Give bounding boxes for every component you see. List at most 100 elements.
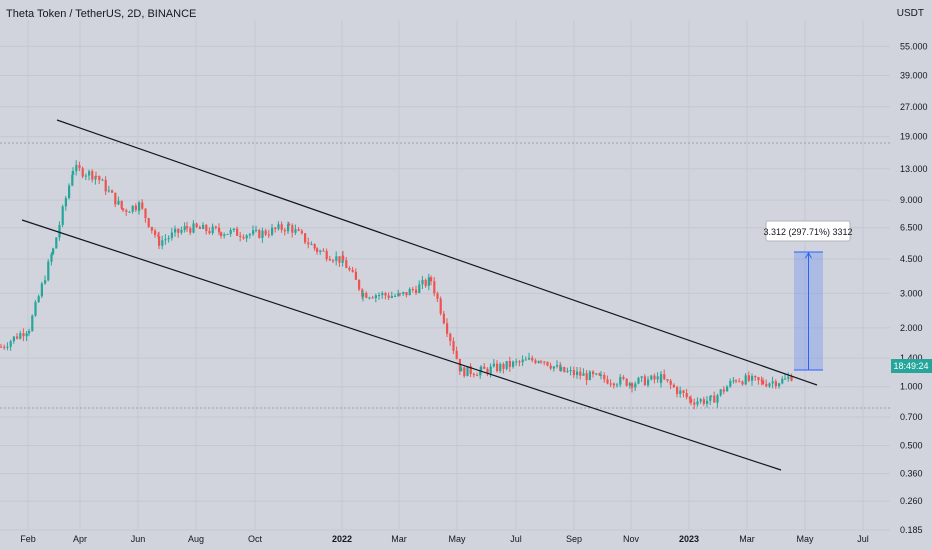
candle-body	[31, 315, 34, 331]
candle-body	[98, 176, 101, 181]
candle-body	[656, 376, 659, 380]
candle-body	[362, 293, 365, 297]
x-tick-label: Oct	[248, 534, 263, 544]
candle-body	[218, 227, 221, 233]
candle-body	[236, 228, 239, 236]
candle-body	[531, 357, 534, 361]
candle-body	[469, 366, 472, 374]
candle-body	[472, 373, 475, 376]
y-tick-label: 1.000	[900, 382, 923, 392]
candle-body	[505, 361, 508, 369]
candle-body	[622, 376, 625, 379]
candle-body	[183, 226, 186, 230]
candle-body	[672, 384, 675, 388]
candle-body	[709, 396, 712, 401]
candle-body	[463, 367, 466, 377]
candle-body	[223, 234, 226, 236]
candle-body	[508, 361, 511, 367]
candle-body	[258, 229, 261, 238]
candle-body	[405, 291, 408, 296]
candle-body	[408, 289, 411, 296]
candle-body	[460, 367, 463, 372]
candle-body	[582, 373, 585, 376]
x-tick-label: Jul	[857, 534, 869, 544]
candle-body	[738, 381, 741, 383]
chart-title: Theta Token / TetherUS, 2D, BINANCE	[6, 8, 197, 20]
candle-body	[741, 381, 744, 385]
candle-body	[245, 235, 248, 239]
candle-body	[784, 378, 787, 380]
candle-body	[436, 293, 439, 299]
candle-body	[384, 293, 387, 296]
candle-body	[699, 399, 702, 402]
y-tick-label: 0.260	[900, 496, 923, 506]
candle-body	[399, 293, 402, 295]
candle-body	[515, 361, 518, 363]
candle-body	[569, 370, 572, 372]
candle-body	[732, 380, 735, 382]
candle-body	[361, 289, 364, 297]
y-tick-label: 9.000	[900, 195, 923, 205]
candle-body	[528, 357, 531, 360]
candle-body	[111, 190, 114, 193]
candle-body	[647, 379, 650, 386]
candle-body	[476, 375, 479, 377]
candle-body	[164, 239, 167, 241]
candle-body	[189, 228, 192, 233]
candle-body	[702, 399, 705, 404]
candle-body	[71, 174, 74, 186]
channel-lower-line[interactable]	[21, 219, 782, 471]
candle-body	[616, 384, 619, 386]
candle-body	[609, 383, 612, 385]
candle-body	[787, 376, 790, 379]
candle-body	[479, 370, 482, 376]
channel-upper-line[interactable]	[56, 119, 818, 386]
candle-body	[371, 297, 374, 299]
candle-body	[351, 269, 354, 272]
candle-body	[335, 256, 338, 261]
candle-body	[134, 205, 137, 210]
candle-body	[637, 377, 640, 384]
candle-body	[37, 296, 40, 303]
candle-body	[619, 376, 622, 385]
candle-body	[390, 296, 393, 298]
candle-body	[131, 205, 134, 212]
candle-body	[424, 279, 427, 286]
candle-body	[271, 227, 274, 235]
candle-body	[141, 202, 144, 209]
candle-body	[778, 383, 781, 387]
candle-body	[226, 233, 229, 235]
candle-body	[255, 229, 258, 231]
candle-body	[294, 229, 297, 233]
candle-body	[220, 232, 223, 236]
candle-body	[95, 176, 98, 178]
candle-body	[716, 395, 719, 403]
candle-body	[427, 277, 430, 286]
candle-body	[157, 235, 160, 237]
candle-body	[585, 373, 588, 381]
candle-body	[688, 397, 691, 399]
measure-label-box	[765, 220, 851, 242]
candle-body	[91, 171, 94, 180]
x-tick-label: May	[796, 534, 814, 544]
candle-body	[101, 179, 104, 181]
candle-body	[486, 368, 489, 374]
candle-body	[274, 227, 277, 229]
candle-body	[765, 384, 768, 387]
candle-body	[430, 277, 433, 282]
candle-body	[512, 361, 515, 367]
x-tick-label: Aug	[188, 534, 204, 544]
y-tick-label: 0.360	[900, 468, 923, 478]
candle-body	[492, 363, 495, 367]
candle-body	[679, 390, 682, 394]
candle-body	[291, 225, 294, 233]
y-tick-label: 39.000	[900, 71, 928, 81]
candle-body	[640, 376, 643, 378]
candle-body	[439, 298, 442, 314]
candle-body	[332, 260, 335, 262]
x-tick-label: 2022	[332, 534, 352, 544]
candle-body	[242, 237, 245, 239]
candle-body	[489, 366, 492, 374]
